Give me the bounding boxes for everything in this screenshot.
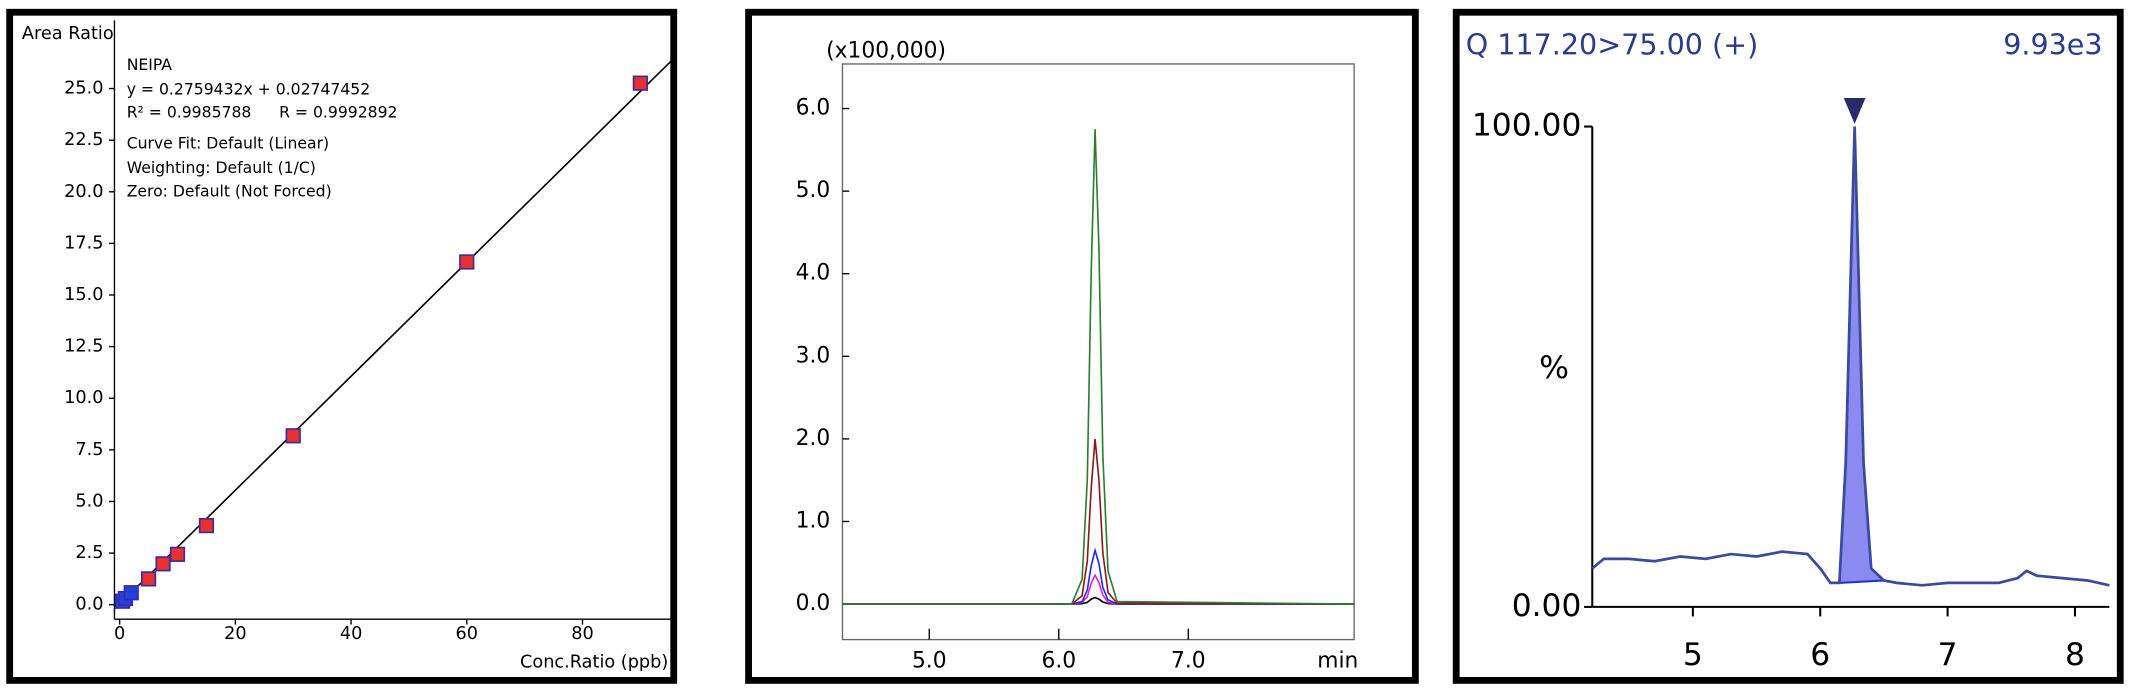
x-tick-label: 5.0 bbox=[912, 648, 947, 673]
y-tick-label: 0.0 bbox=[796, 591, 831, 616]
x-tick-label: 6.0 bbox=[1041, 648, 1076, 673]
x-axis-label: min bbox=[1317, 648, 1358, 673]
panel-frame bbox=[6, 8, 678, 684]
data-point bbox=[459, 254, 475, 270]
trace-line bbox=[842, 573, 1355, 605]
fit-line bbox=[119, 60, 672, 605]
y-tick-label: 20.0 bbox=[64, 182, 103, 202]
y-tick-label: 7.5 bbox=[75, 440, 103, 460]
x-tick-label: 80 bbox=[571, 624, 594, 644]
x-tick-label: 8 bbox=[2065, 637, 2085, 673]
trace-line bbox=[842, 547, 1355, 605]
y-tick-label: 100.00 bbox=[1472, 108, 1581, 144]
chart-subtitle: 9.93e3 bbox=[2003, 27, 2102, 61]
data-point bbox=[140, 571, 157, 587]
y-tick-label: 2.0 bbox=[796, 426, 831, 451]
data-point bbox=[123, 585, 139, 601]
y-tick-label: 5.0 bbox=[75, 491, 103, 511]
annotation: NEIPA bbox=[127, 55, 173, 74]
data-point bbox=[198, 518, 215, 534]
x-tick-label: 0 bbox=[114, 624, 125, 644]
x-axis-label: Conc.Ratio (ppb) bbox=[520, 653, 668, 673]
panel-frame bbox=[1452, 8, 2124, 684]
y-tick-label: 0.0 bbox=[75, 595, 103, 615]
y-tick-label: 6.0 bbox=[796, 96, 831, 121]
y-axis-label: Area Ratio bbox=[22, 24, 114, 44]
data-point bbox=[169, 546, 186, 562]
x-tick-label: 5 bbox=[1683, 637, 1703, 673]
annotation: R² = 0.9985788 bbox=[127, 102, 252, 121]
x-tick-label: 7 bbox=[1938, 637, 1958, 673]
annotation: Weighting: Default (1/C) bbox=[127, 158, 316, 177]
y-tick-label: 4.0 bbox=[796, 261, 831, 286]
trace-line bbox=[842, 438, 1355, 605]
y-tick-label: 15.0 bbox=[64, 285, 103, 305]
peak-marker bbox=[1843, 97, 1866, 124]
y-tick-label: 3.0 bbox=[796, 343, 831, 368]
x-tick-label: 6 bbox=[1810, 637, 1830, 673]
trace-line bbox=[842, 129, 1355, 605]
x-tick-label: 7.0 bbox=[1171, 648, 1206, 673]
plot-frame bbox=[841, 63, 1355, 641]
y-tick-label: 5.0 bbox=[796, 178, 831, 203]
panel-frame bbox=[745, 8, 1419, 684]
chart-title: Q 117.20>75.00 (+) bbox=[1466, 27, 1759, 61]
y-tick-label: 1.0 bbox=[796, 508, 831, 533]
y-tick-label: 10.0 bbox=[64, 388, 103, 408]
y-tick-label: 17.5 bbox=[64, 233, 103, 253]
y-tick-label: 0.00 bbox=[1512, 588, 1582, 624]
y-tick-label: 25.0 bbox=[64, 79, 103, 99]
y-tick-label: 2.5 bbox=[75, 543, 103, 563]
annotation: Zero: Default (Not Forced) bbox=[127, 181, 332, 200]
y-tick-label: 12.5 bbox=[64, 337, 103, 357]
annotation: R = 0.9992892 bbox=[279, 102, 397, 121]
data-point bbox=[285, 428, 301, 444]
x-tick-label: 60 bbox=[456, 624, 479, 644]
annotation: Curve Fit: Default (Linear) bbox=[127, 134, 329, 153]
trace-line bbox=[1591, 126, 2110, 587]
y-axis-label: (x100,000) bbox=[826, 39, 946, 64]
x-tick-label: 40 bbox=[340, 624, 363, 644]
y-tick-label: 22.5 bbox=[64, 130, 103, 150]
x-tick-label: 20 bbox=[224, 624, 247, 644]
y-axis-label: % bbox=[1539, 350, 1569, 386]
data-point bbox=[632, 75, 648, 91]
annotation: y = 0.2759432x + 0.02747452 bbox=[127, 79, 370, 98]
data-point bbox=[155, 556, 171, 572]
